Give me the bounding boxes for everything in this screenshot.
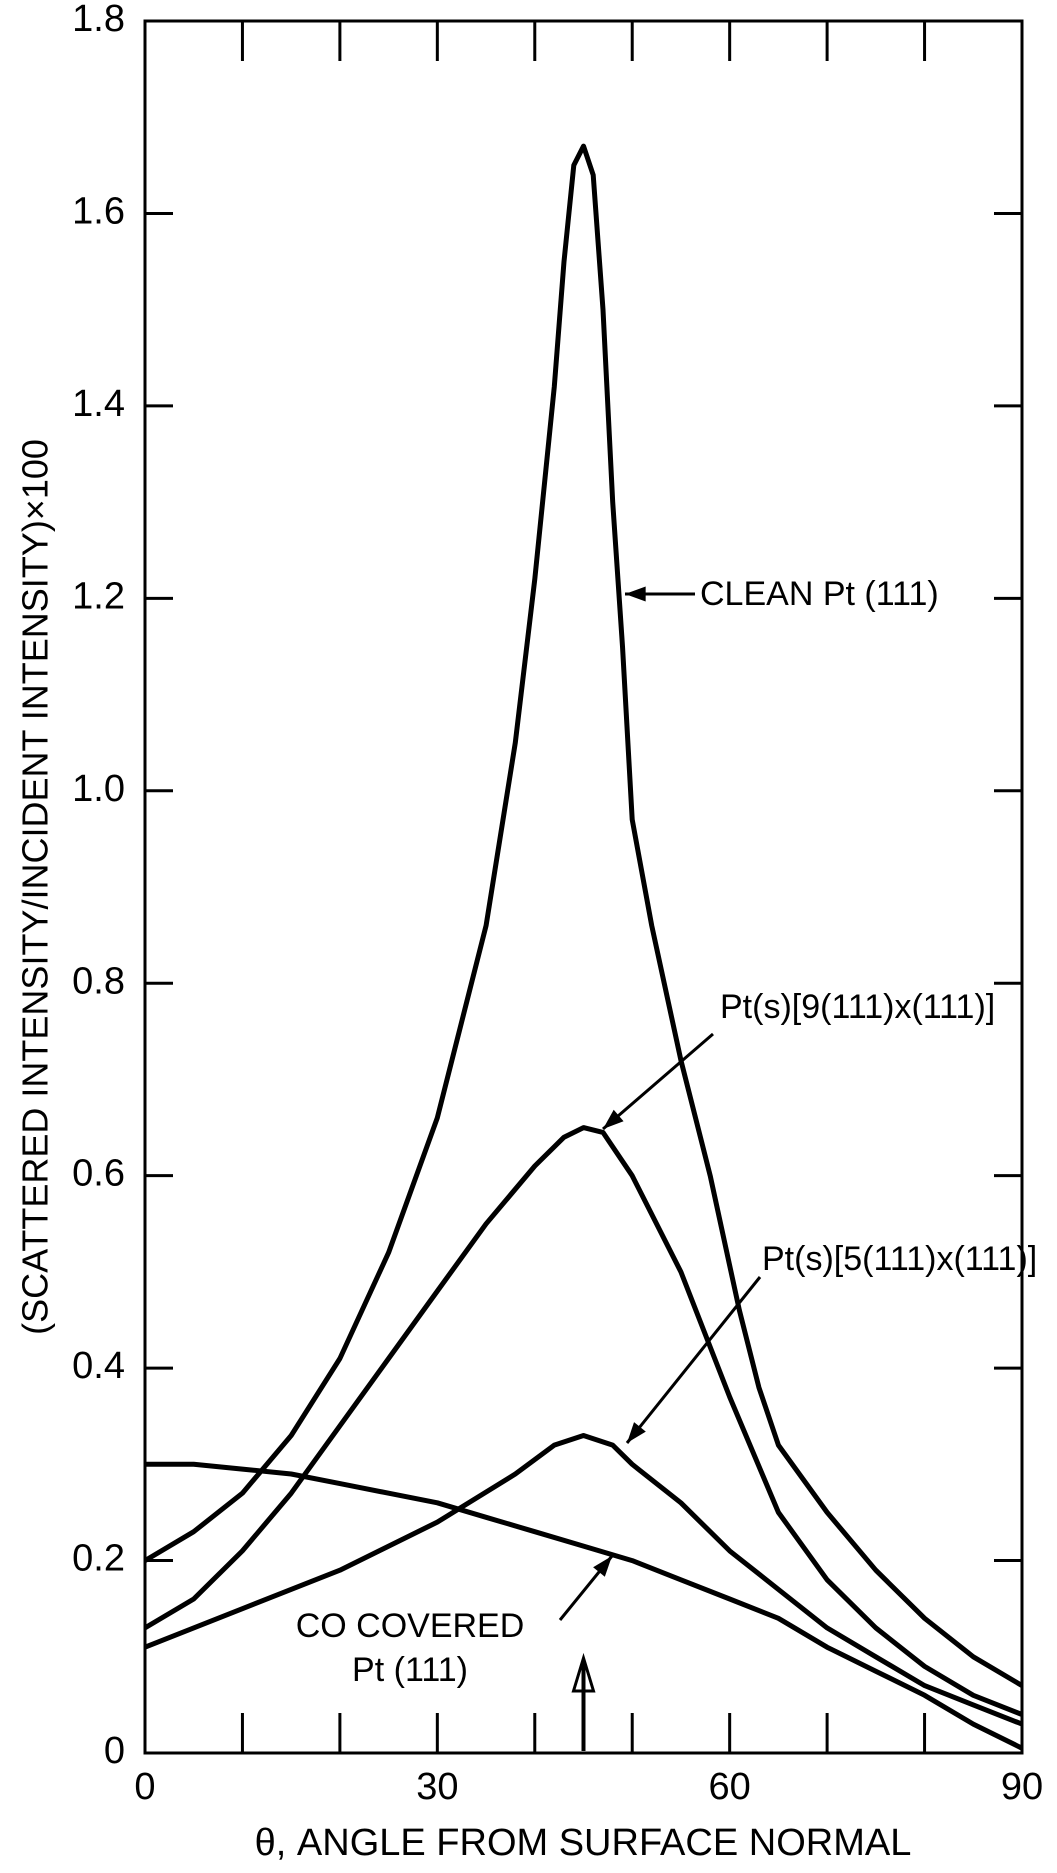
y-tick-label: 1.0	[72, 768, 125, 810]
label-arrow-head	[593, 1556, 612, 1577]
series-label: CO COVERED Pt (111)	[295, 1607, 525, 1689]
x-tick-label: 0	[134, 1766, 155, 1808]
series-line	[143, 143, 1024, 1688]
y-tick-label: 0.4	[72, 1345, 125, 1387]
series-label: Pt(s)[9(111)x(111)]	[720, 988, 996, 1026]
series-line	[143, 1125, 1023, 1717]
x-tick-label: 60	[709, 1766, 751, 1808]
series-line	[145, 1461, 1024, 1751]
y-axis-label: (SCATTERED INTENSITY/INCIDENT INTENSITY)…	[15, 439, 56, 1335]
angle-marker-head	[571, 1652, 596, 1693]
y-tick-label: 0.2	[72, 1538, 125, 1580]
y-tick-label: 0.6	[72, 1153, 125, 1195]
x-axis-label: θ, ANGLE FROM SURFACE NORMAL	[255, 1822, 912, 1864]
label-arrow	[602, 1032, 714, 1131]
y-tick-label: 1.4	[72, 383, 125, 425]
y-tick-label: 0.8	[72, 960, 125, 1002]
series-label: CLEAN Pt (111)	[700, 575, 939, 613]
label-arrow-head	[627, 1422, 646, 1443]
y-tick-label: 1.8	[72, 0, 125, 40]
label-arrow-head	[603, 1109, 624, 1129]
x-tick-label: 30	[416, 1766, 458, 1808]
series-line	[144, 1433, 1023, 1727]
y-tick-label: 1.2	[72, 575, 125, 617]
plot-frame	[143, 19, 1024, 1755]
y-tick-label: 0	[104, 1730, 125, 1772]
label-arrow-head	[625, 586, 646, 602]
y-tick-label: 1.6	[72, 190, 125, 232]
x-tick-label: 90	[1001, 1766, 1043, 1808]
series-label: Pt(s)[5(111)x(111)]	[762, 1240, 1038, 1278]
label-arrow	[625, 1276, 762, 1444]
